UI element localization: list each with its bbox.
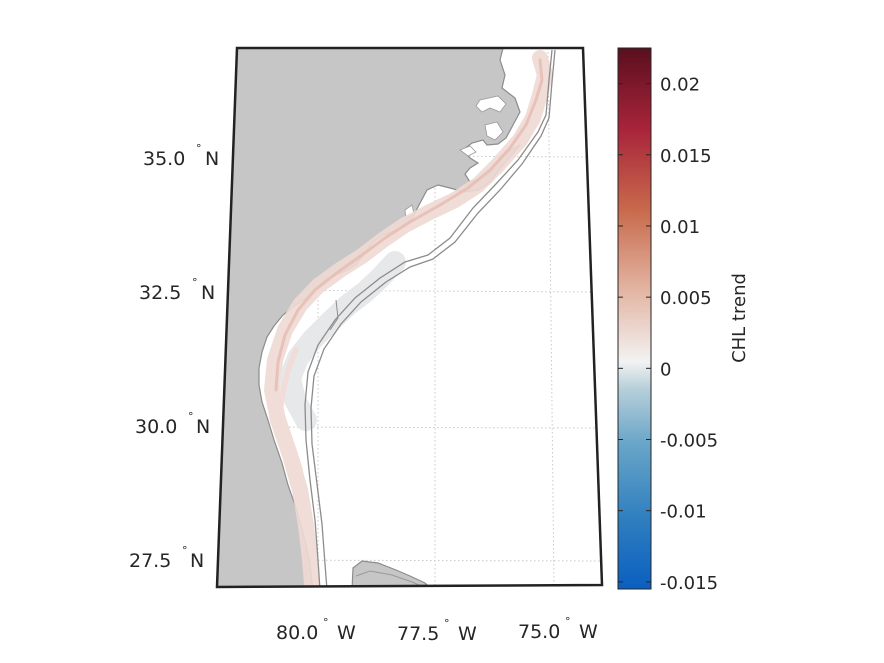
lon-hem-80: W (337, 622, 356, 644)
lon-hem-75: W (579, 621, 598, 643)
lat-label-32-5: 32.5 (139, 282, 181, 304)
lon-degree-75: ° (565, 615, 571, 628)
colorbar-tick-label: 0.02 (660, 75, 700, 96)
longitude-labels: 80.0 ° W 77.5 ° W 75.0 ° W (276, 615, 598, 645)
colorbar: 0.02 0.015 0.01 0.005 0 -0.005 -0.01 -0.015 CHL… (617, 47, 750, 594)
lat-degree-27-5: ° (182, 544, 188, 557)
lat-degree-35: ° (196, 142, 202, 155)
lat-degree-30: ° (188, 410, 194, 423)
lat-label-27-5: 27.5 (129, 550, 171, 572)
colorbar-gradient (617, 47, 652, 590)
isobaths (304, 49, 556, 587)
chl-trend-shading (264, 50, 553, 587)
colorbar-tick-label: 0.01 (660, 217, 700, 238)
lat-hem-35: N (205, 148, 219, 170)
lon-label-75: 75.0 (518, 621, 560, 643)
lat-hem-27-5: N (190, 550, 204, 572)
lon-degree-77-5: ° (444, 617, 450, 630)
colorbar-tick-label: -0.015 (660, 573, 718, 594)
latitude-labels: 35.0 ° N 32.5 ° N 30.0 ° N 27.5 ° N (129, 142, 219, 572)
lon-label-80: 80.0 (276, 622, 318, 644)
bahamas-shelf-edge (355, 570, 427, 587)
lon-hem-77-5: W (458, 623, 477, 645)
colorbar-tick-label: -0.01 (660, 502, 707, 523)
colorbar-tick-label: 0 (660, 359, 671, 380)
map-frame (215, 46, 604, 589)
lon-degree-80: ° (323, 616, 329, 629)
lon-label-77-5: 77.5 (397, 623, 439, 645)
lat-hem-30: N (196, 416, 210, 438)
lat-label-35: 35.0 (143, 148, 185, 170)
colorbar-tick-label: -0.005 (660, 431, 718, 452)
lat-degree-32-5: ° (192, 276, 198, 289)
colorbar-tick-label: 0.015 (660, 146, 712, 167)
colorbar-label: CHL trend (729, 273, 750, 363)
colorbar-tick-label: 0.005 (660, 288, 712, 309)
inland-waters (404, 95, 507, 219)
land-mass (217, 48, 521, 587)
colorbar-ticks: 0.02 0.015 0.01 0.005 0 -0.005 -0.01 -0.015 (618, 75, 718, 594)
lat-label-30: 30.0 (135, 416, 177, 438)
lat-hem-32-5: N (201, 282, 215, 304)
